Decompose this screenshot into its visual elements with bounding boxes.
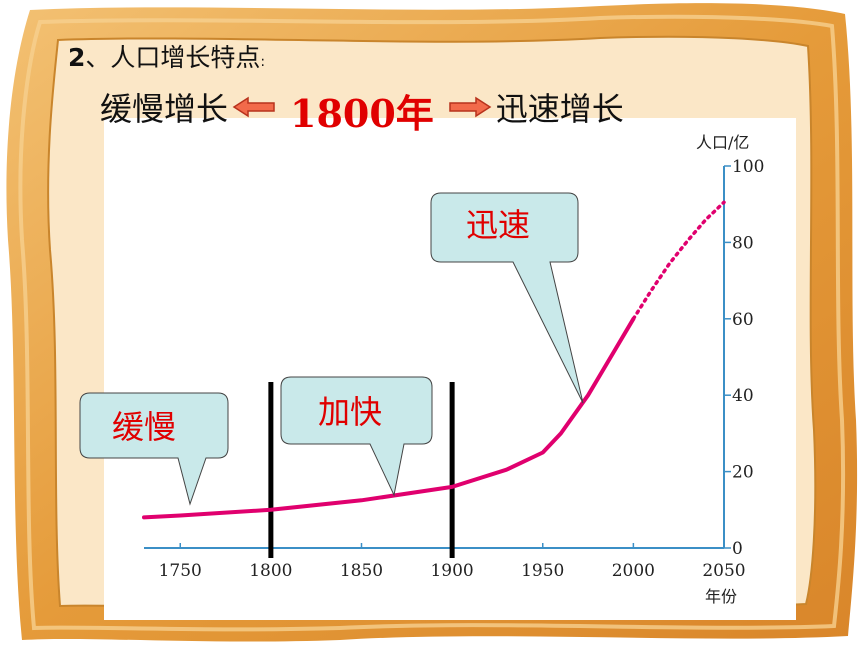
- y-tick-label: 60: [732, 310, 754, 330]
- trend-summary: 缓慢增长 1800年 迅速增长: [100, 84, 624, 136]
- y-tick-label: 100: [732, 157, 764, 177]
- frame-bevel: [18, 14, 846, 632]
- slow-growth-label: 缓慢增长: [100, 90, 229, 128]
- x-tick-label: 2000: [612, 561, 655, 581]
- right-arrow-icon: [449, 96, 492, 118]
- callout-faster-bubble: [280, 376, 433, 497]
- y-axis-title: 人口/亿: [696, 133, 749, 152]
- callout-rapid-bubble: [430, 192, 584, 404]
- x-tick-label: 1900: [430, 561, 473, 581]
- callout-faster: 加快: [280, 376, 433, 497]
- callout-rapid: 迅速: [430, 192, 584, 404]
- population-line: [142, 316, 636, 520]
- turning-point-year: 1800年: [290, 90, 434, 136]
- heading-text: 、人口增长特点: [85, 43, 261, 72]
- x-tick-label: 1750: [159, 561, 202, 581]
- callouts: 缓慢 加快 迅速: [79, 192, 584, 506]
- x-tick-label: 1850: [340, 561, 383, 581]
- series: [142, 200, 726, 520]
- callout-slow: 缓慢: [79, 392, 229, 506]
- y-tick-label: 40: [732, 386, 754, 406]
- heading-number: 2: [68, 43, 86, 72]
- x-tick-label: 1950: [521, 561, 564, 581]
- y-tick-label: 20: [732, 463, 754, 483]
- y-tick-label: 80: [732, 233, 754, 253]
- x-axis-title: 年份: [705, 587, 737, 606]
- heading: 2、人口增长特点:: [68, 38, 265, 74]
- callout-faster-text: 加快: [318, 393, 382, 431]
- callout-rapid-text: 迅速: [466, 206, 530, 244]
- left-arrow-icon: [232, 96, 275, 118]
- period-dividers: [268, 382, 455, 558]
- axes: 人口/亿 年份: [144, 133, 749, 606]
- heading-colon: :: [260, 54, 266, 70]
- x-tick-label: 1800: [249, 561, 292, 581]
- callout-slow-text: 缓慢: [112, 408, 176, 446]
- projection-line: [631, 200, 726, 321]
- callout-slow-bubble: [79, 392, 229, 506]
- y-tick-label: 0: [732, 539, 743, 559]
- fast-growth-label: 迅速增长: [495, 90, 624, 128]
- x-tick-label: 2050: [702, 561, 745, 581]
